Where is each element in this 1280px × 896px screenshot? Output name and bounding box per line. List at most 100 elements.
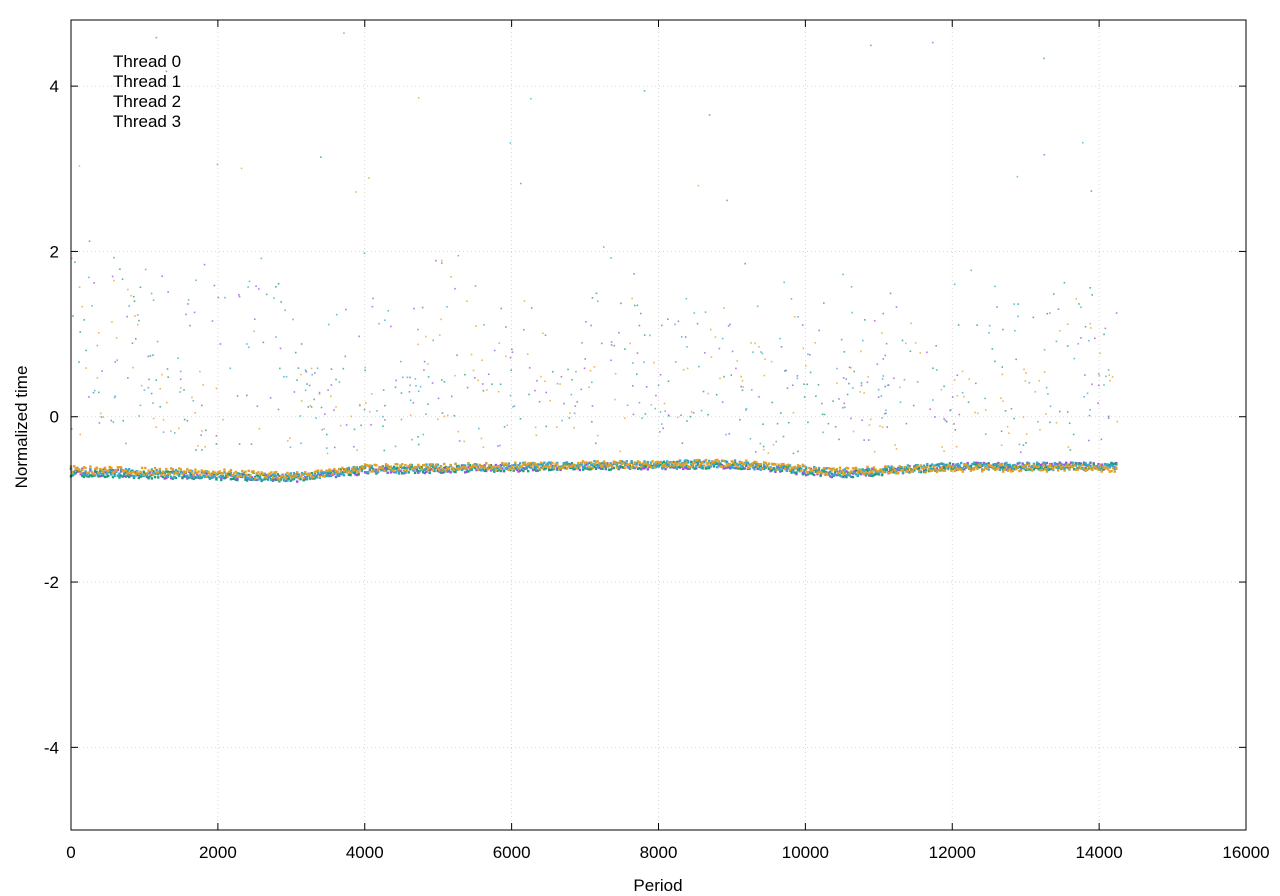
data-point bbox=[507, 465, 511, 468]
data-point bbox=[1076, 462, 1079, 466]
data-point bbox=[203, 475, 207, 479]
data-point bbox=[118, 476, 121, 479]
data-point bbox=[313, 472, 317, 475]
data-point bbox=[203, 263, 206, 266]
data-point bbox=[1077, 464, 1081, 468]
data-point bbox=[809, 469, 813, 472]
data-point bbox=[538, 463, 541, 466]
outlier-point bbox=[931, 41, 934, 44]
data-point bbox=[412, 402, 415, 404]
data-point bbox=[541, 462, 544, 466]
data-point bbox=[281, 475, 284, 479]
data-point bbox=[182, 475, 186, 478]
data-point bbox=[344, 470, 347, 474]
data-point bbox=[81, 468, 84, 472]
data-point bbox=[197, 444, 199, 447]
data-point bbox=[443, 415, 446, 418]
data-point bbox=[376, 410, 378, 412]
data-point bbox=[382, 415, 384, 418]
data-point bbox=[190, 474, 194, 477]
data-point bbox=[1056, 469, 1060, 472]
data-point bbox=[119, 468, 123, 471]
data-point bbox=[462, 467, 465, 470]
data-point bbox=[1087, 463, 1091, 467]
data-point bbox=[119, 474, 123, 477]
data-point bbox=[643, 462, 646, 465]
data-point bbox=[328, 471, 331, 475]
data-point bbox=[475, 463, 478, 466]
data-point bbox=[441, 468, 444, 471]
data-point bbox=[432, 339, 434, 342]
data-point bbox=[714, 461, 717, 464]
data-point bbox=[370, 423, 372, 426]
data-point bbox=[574, 405, 577, 407]
data-point bbox=[304, 476, 307, 479]
data-point bbox=[614, 372, 617, 375]
data-point bbox=[262, 478, 265, 481]
data-point bbox=[300, 373, 302, 376]
data-point bbox=[404, 463, 407, 467]
data-point bbox=[1115, 461, 1118, 465]
data-point bbox=[578, 464, 582, 468]
data-point bbox=[92, 391, 95, 394]
data-point bbox=[583, 466, 586, 470]
data-point bbox=[1047, 467, 1050, 470]
data-point bbox=[559, 466, 562, 470]
data-point bbox=[473, 464, 477, 468]
data-point bbox=[590, 324, 592, 327]
data-point bbox=[714, 458, 717, 462]
data-point bbox=[166, 470, 170, 473]
data-point bbox=[1104, 327, 1107, 330]
data-point bbox=[706, 466, 709, 470]
data-point bbox=[454, 374, 456, 377]
data-point bbox=[774, 463, 777, 466]
data-point bbox=[1088, 439, 1090, 442]
data-point bbox=[1014, 467, 1018, 471]
data-point bbox=[389, 471, 393, 474]
data-point bbox=[559, 468, 562, 472]
data-point bbox=[506, 463, 509, 467]
data-point bbox=[113, 474, 116, 478]
data-point bbox=[517, 470, 520, 473]
data-point bbox=[969, 468, 973, 471]
data-point bbox=[961, 391, 964, 394]
data-point bbox=[522, 469, 525, 473]
data-point bbox=[729, 323, 731, 326]
data-point bbox=[762, 463, 766, 467]
data-point bbox=[100, 472, 103, 476]
data-point bbox=[148, 471, 152, 474]
data-point bbox=[932, 367, 934, 370]
data-point bbox=[485, 462, 488, 465]
data-point bbox=[1107, 464, 1110, 467]
data-point bbox=[491, 466, 494, 469]
data-point bbox=[586, 462, 590, 465]
data-point bbox=[522, 461, 525, 465]
data-point bbox=[696, 462, 700, 465]
data-point bbox=[950, 469, 953, 472]
data-point bbox=[270, 474, 273, 477]
data-point bbox=[881, 426, 884, 429]
data-point bbox=[514, 467, 517, 470]
data-point bbox=[95, 466, 99, 469]
data-point bbox=[661, 466, 664, 469]
data-point bbox=[599, 462, 603, 465]
data-point bbox=[127, 377, 129, 379]
data-point bbox=[165, 474, 168, 478]
data-point bbox=[797, 450, 799, 453]
data-point bbox=[926, 465, 929, 469]
data-point bbox=[174, 476, 178, 480]
data-point bbox=[211, 476, 215, 479]
data-point bbox=[179, 378, 182, 381]
data-point bbox=[737, 463, 740, 467]
data-point bbox=[803, 470, 806, 473]
data-point bbox=[593, 465, 596, 468]
data-point bbox=[157, 473, 160, 476]
data-point bbox=[102, 470, 105, 474]
data-point bbox=[824, 467, 827, 470]
data-point bbox=[368, 410, 371, 413]
data-point bbox=[89, 469, 92, 472]
data-point bbox=[955, 467, 958, 470]
data-point bbox=[438, 466, 441, 470]
data-point bbox=[417, 390, 420, 392]
data-point bbox=[475, 325, 477, 327]
